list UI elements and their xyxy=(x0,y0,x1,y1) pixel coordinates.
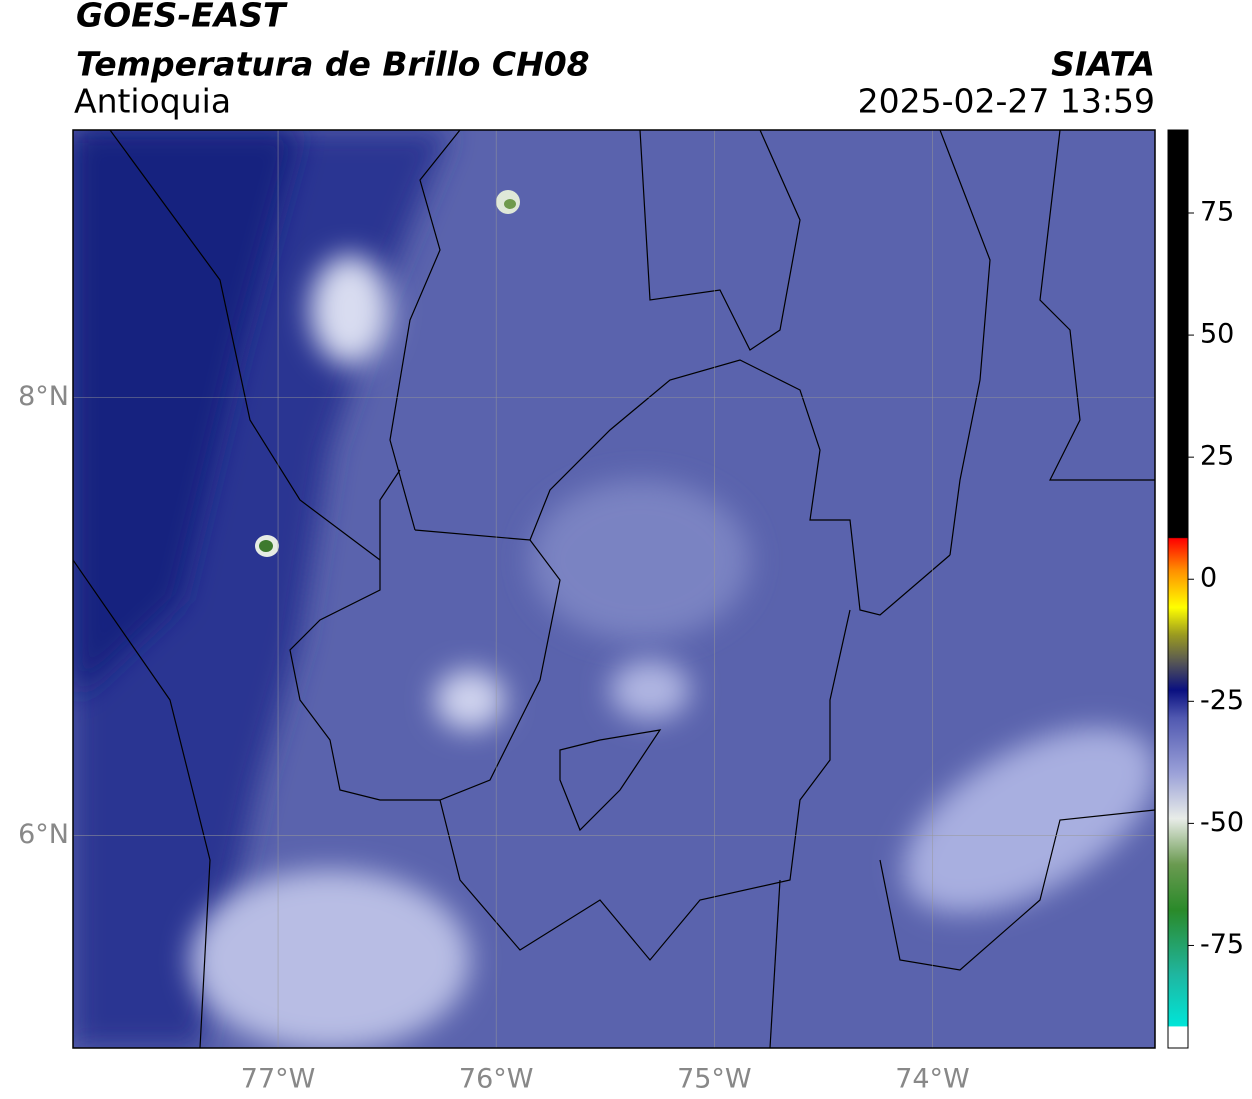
colorbar xyxy=(1167,129,1189,1049)
lat-tick-label: 8°N xyxy=(18,381,69,412)
colorbar-tick-label: 0 xyxy=(1200,563,1217,594)
source: SIATA xyxy=(1051,45,1155,84)
lat-tick-label: 6°N xyxy=(18,819,69,850)
lon-tick-label: 77°W xyxy=(241,1064,316,1095)
title: Temperatura de Brillo CH08 xyxy=(76,45,590,84)
region: Antioquia xyxy=(74,82,231,121)
map-image xyxy=(73,130,1155,1048)
colorbar-tick-label: -75 xyxy=(1200,929,1244,960)
lon-tick-label: 75°W xyxy=(677,1064,752,1095)
colorbar-tick-label: 75 xyxy=(1200,197,1234,228)
map-frame xyxy=(72,129,1156,1049)
colorbar-tick-label: -50 xyxy=(1200,807,1244,838)
colorbar-tick-label: 50 xyxy=(1200,319,1234,350)
colorbar-tick-label: 25 xyxy=(1200,441,1234,472)
title: GOES-EAST xyxy=(76,0,288,35)
lon-tick-label: 74°W xyxy=(895,1064,970,1095)
colorbar-tick-label: -25 xyxy=(1200,685,1244,716)
lon-tick-label: 76°W xyxy=(459,1064,534,1095)
graticule xyxy=(73,130,1155,1048)
datetime: 2025-02-27 13:59 xyxy=(858,82,1155,121)
